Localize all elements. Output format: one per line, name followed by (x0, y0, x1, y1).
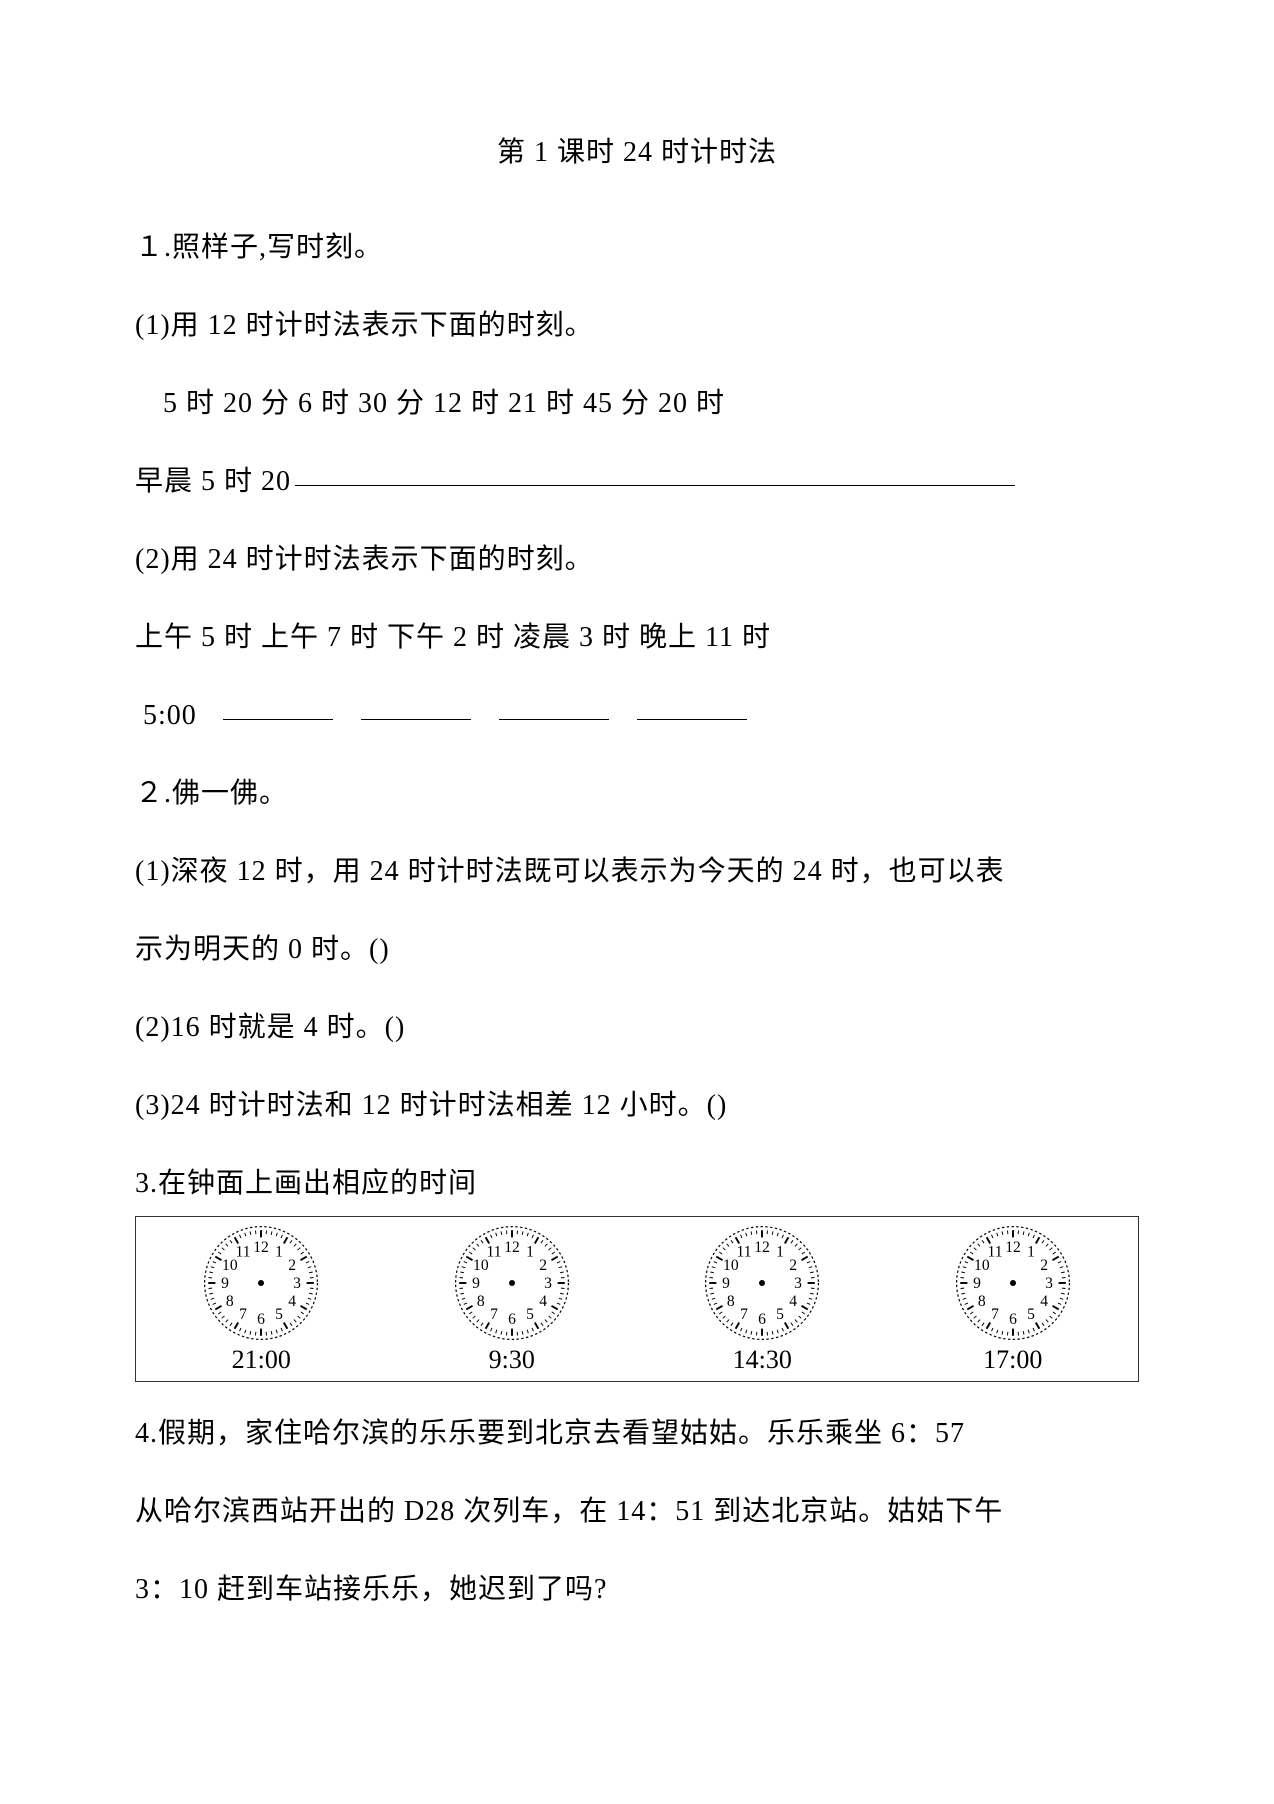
q1-sub2-list: 上午 5 时 上午 7 时 下午 2 时 凌晨 3 时 晚上 11 时 (135, 610, 1139, 666)
svg-text:12: 12 (504, 1239, 520, 1256)
svg-text:4: 4 (1040, 1293, 1048, 1310)
q2-s1b: 示为明天的 0 时。() (135, 922, 1139, 978)
svg-text:9: 9 (722, 1275, 730, 1292)
svg-text:11: 11 (987, 1244, 1002, 1261)
q2-s2: (2)16 时就是 4 时。() (135, 1000, 1139, 1056)
clock-cell: 123456789101112 17:00 (943, 1221, 1083, 1381)
clocks-row: 123456789101112 21:00 123456789101112 9:… (135, 1216, 1139, 1382)
svg-text:12: 12 (1005, 1239, 1021, 1256)
clock-cell: 123456789101112 14:30 (692, 1221, 832, 1381)
svg-text:7: 7 (239, 1306, 247, 1323)
q1-sub1-example: 早晨 5 时 20 (135, 454, 1139, 510)
svg-text:6: 6 (758, 1311, 766, 1328)
blank-short (499, 719, 609, 720)
svg-text:8: 8 (226, 1293, 234, 1310)
svg-text:2: 2 (1040, 1257, 1048, 1274)
svg-text:3: 3 (1045, 1275, 1053, 1292)
svg-text:1: 1 (275, 1244, 283, 1261)
q1-sub2-example-prefix: 5:00 (143, 700, 197, 731)
q3-heading: 3.在钟面上画出相应的时间 (135, 1156, 1139, 1212)
svg-text:2: 2 (539, 1257, 547, 1274)
svg-text:8: 8 (727, 1293, 735, 1310)
svg-text:7: 7 (740, 1306, 748, 1323)
svg-text:4: 4 (539, 1293, 547, 1310)
q1-sub1-list: 5 时 20 分 6 时 30 分 12 时 21 时 45 分 20 时 (135, 376, 1139, 432)
svg-text:6: 6 (508, 1311, 516, 1328)
clock-label: 9:30 (489, 1345, 535, 1375)
svg-text:8: 8 (978, 1293, 986, 1310)
svg-text:3: 3 (293, 1275, 301, 1292)
svg-text:3: 3 (544, 1275, 552, 1292)
clock-face-icon: 123456789101112 (452, 1223, 572, 1343)
clock-label: 17:00 (983, 1345, 1042, 1375)
svg-text:12: 12 (253, 1239, 269, 1256)
svg-text:11: 11 (236, 1244, 251, 1261)
svg-text:9: 9 (472, 1275, 480, 1292)
svg-text:4: 4 (790, 1293, 798, 1310)
svg-text:9: 9 (221, 1275, 229, 1292)
svg-text:4: 4 (289, 1293, 297, 1310)
svg-text:1: 1 (776, 1244, 784, 1261)
clock-cell: 123456789101112 9:30 (442, 1221, 582, 1381)
svg-text:9: 9 (973, 1275, 981, 1292)
svg-text:7: 7 (991, 1306, 999, 1323)
blank-short (637, 719, 747, 720)
q1-sub1: (1)用 12 时计时法表示下面的时刻。 (135, 298, 1139, 354)
svg-text:5: 5 (776, 1306, 784, 1323)
q4-line3: 3：10 赶到车站接乐乐，她迟到了吗? (135, 1562, 1139, 1618)
q4-line1: 4.假期，家住哈尔滨的乐乐要到北京去看望姑姑。乐乐乘坐 6：57 (135, 1406, 1139, 1462)
svg-text:11: 11 (486, 1244, 501, 1261)
q1-heading: １.照样子,写时刻。 (135, 220, 1139, 276)
q1-sub2: (2)用 24 时计时法表示下面的时刻。 (135, 532, 1139, 588)
svg-text:7: 7 (490, 1306, 498, 1323)
svg-text:2: 2 (790, 1257, 798, 1274)
svg-text:6: 6 (257, 1311, 265, 1328)
svg-text:2: 2 (289, 1257, 297, 1274)
svg-text:1: 1 (526, 1244, 534, 1261)
q4-line2: 从哈尔滨西站开出的 D28 次列车，在 14：51 到达北京站。姑姑下午 (135, 1484, 1139, 1540)
svg-text:5: 5 (1027, 1306, 1035, 1323)
svg-text:5: 5 (526, 1306, 534, 1323)
clock-face-icon: 123456789101112 (953, 1223, 1073, 1343)
svg-text:6: 6 (1009, 1311, 1017, 1328)
q1-sub2-example: 5:00 (135, 688, 1139, 744)
page-title: 第 1 课时 24 时计时法 (135, 130, 1139, 170)
svg-text:11: 11 (737, 1244, 752, 1261)
clock-face-icon: 123456789101112 (201, 1223, 321, 1343)
blank-short (361, 719, 471, 720)
svg-text:12: 12 (754, 1239, 770, 1256)
svg-text:8: 8 (477, 1293, 485, 1310)
svg-text:5: 5 (275, 1306, 283, 1323)
q2-s3: (3)24 时计时法和 12 时计时法相差 12 小时。() (135, 1078, 1139, 1134)
clock-label: 14:30 (733, 1345, 792, 1375)
clock-cell: 123456789101112 21:00 (191, 1221, 331, 1381)
blank-short (223, 719, 333, 720)
svg-text:3: 3 (794, 1275, 802, 1292)
q2-heading: ２.佛一佛。 (135, 766, 1139, 822)
q2-s1a: (1)深夜 12 时，用 24 时计时法既可以表示为今天的 24 时，也可以表 (135, 844, 1139, 900)
svg-text:1: 1 (1027, 1244, 1035, 1261)
clock-label: 21:00 (232, 1345, 291, 1375)
q1-sub1-example-prefix: 早晨 5 时 20 (135, 466, 291, 497)
clock-face-icon: 123456789101112 (702, 1223, 822, 1343)
blank-line (295, 485, 1015, 486)
